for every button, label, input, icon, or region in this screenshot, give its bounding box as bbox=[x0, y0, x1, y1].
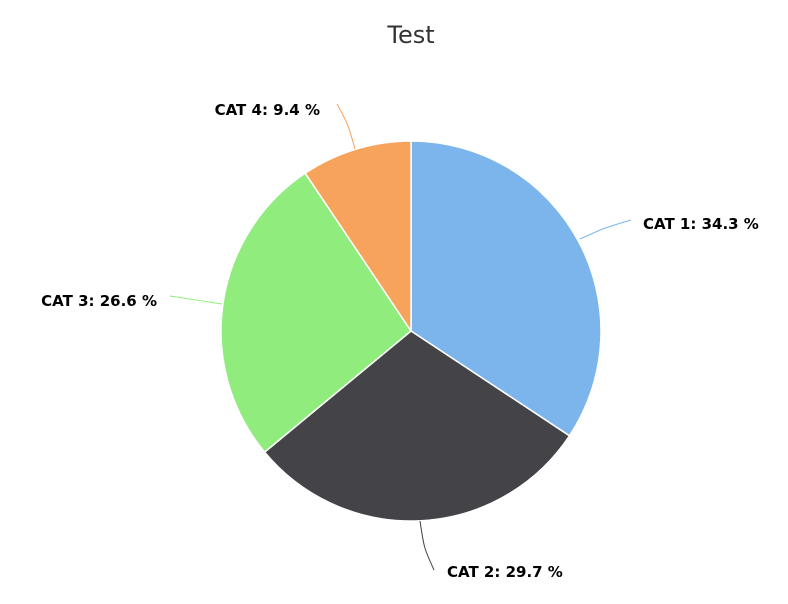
pie-slice-cat-4[interactable] bbox=[304, 140, 412, 332]
connector-cat-1 bbox=[579, 219, 632, 240]
slice-label-cat-1: CAT 1: 34.3 % bbox=[643, 215, 759, 233]
label-connectors bbox=[169, 103, 632, 571]
slice-labels: CAT 1: 34.3 % CAT 2: 29.7 % CAT 3: 26.6 % C… bbox=[41, 101, 759, 581]
slice-label-cat-3: CAT 3: 26.6 % bbox=[41, 292, 157, 310]
connector-cat-2 bbox=[419, 520, 435, 571]
pie-slices bbox=[220, 140, 602, 522]
connector-cat-4 bbox=[336, 103, 356, 150]
slice-label-cat-2: CAT 2: 29.7 % bbox=[447, 563, 563, 581]
chart-title: Test bbox=[386, 21, 434, 49]
pie-slice-cat-2[interactable] bbox=[263, 330, 571, 522]
slice-label-cat-4: CAT 4: 9.4 % bbox=[215, 101, 320, 119]
pie-slice-cat-3[interactable] bbox=[220, 172, 412, 453]
connector-cat-3 bbox=[169, 295, 223, 305]
